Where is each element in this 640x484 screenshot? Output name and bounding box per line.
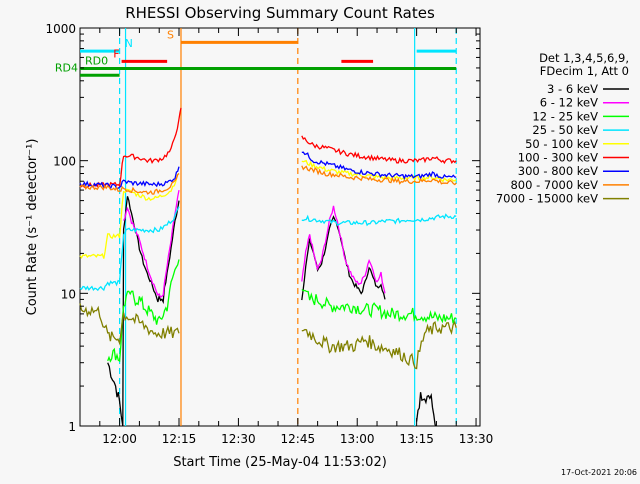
series-line xyxy=(301,215,386,301)
series-line xyxy=(79,107,182,189)
legend-entry-label: 12 - 25 keV xyxy=(532,109,598,123)
series-line xyxy=(79,172,180,260)
x-tick-label: 13:30 xyxy=(459,432,494,446)
y-tick-label: 1 xyxy=(68,420,76,434)
series-layer xyxy=(79,107,457,427)
series-line xyxy=(301,205,386,294)
legend-entry-label: 50 - 100 keV xyxy=(525,137,598,151)
series-line xyxy=(301,213,457,227)
flag-label: S xyxy=(167,28,174,41)
x-tick-label: 12:15 xyxy=(162,432,197,446)
y-axis-label: Count Rate (s⁻¹ detector⁻¹) xyxy=(25,139,40,316)
series-line xyxy=(301,320,457,370)
series-line xyxy=(79,206,180,292)
x-axis-label: Start Time (25-May-04 11:53:02) xyxy=(173,455,387,470)
series-line xyxy=(107,259,180,363)
legend-header: Det 1,3,4,5,6,9, xyxy=(539,51,629,65)
legend: Det 1,3,4,5,6,9,FDecim 1, Att 0 3 - 6 keV… xyxy=(496,51,629,206)
series-line xyxy=(415,392,437,427)
series-line xyxy=(79,173,180,195)
footer-date: 17-Oct-2021 20:06 xyxy=(561,468,637,477)
flag-bars: NF S RD0 RD4 xyxy=(55,28,457,77)
legend-entry-label: 300 - 800 keV xyxy=(518,164,598,178)
legend-entry-label: 100 - 300 keV xyxy=(518,151,598,165)
legend-header: FDecim 1, Att 0 xyxy=(540,64,629,78)
x-axis-ticks: 12:00 12:15 12:30 12:45 13:00 13:15 13:30 xyxy=(79,28,494,446)
flag-label: RD4 xyxy=(55,61,78,74)
flag-label: N xyxy=(125,37,133,50)
chart-title: RHESSI Observing Summary Count Rates xyxy=(125,4,435,22)
y-axis-ticks: 1 10 100 1000 xyxy=(45,22,480,434)
legend-entry-label: 25 - 50 keV xyxy=(532,123,598,137)
series-line xyxy=(301,165,457,186)
series-line xyxy=(123,189,180,298)
series-line xyxy=(301,288,457,324)
plot-frame xyxy=(79,27,481,427)
flag-label: F xyxy=(113,47,119,60)
x-tick-label: 12:45 xyxy=(281,432,316,446)
series-line xyxy=(301,151,457,181)
flag-label: RD0 xyxy=(85,55,108,68)
legend-entry-label: 800 - 7000 keV xyxy=(510,178,598,192)
legend-entry-label: 7000 - 15000 keV xyxy=(496,192,598,206)
y-tick-label: 10 xyxy=(61,287,76,301)
y-tick-label: 100 xyxy=(53,155,76,169)
legend-entry-label: 6 - 12 keV xyxy=(540,96,598,110)
y-tick-label: 1000 xyxy=(45,22,76,36)
x-tick-label: 13:00 xyxy=(340,432,375,446)
series-line xyxy=(107,196,180,427)
series-line xyxy=(301,135,457,165)
legend-entry-label: 3 - 6 keV xyxy=(547,82,598,96)
x-tick-label: 13:15 xyxy=(399,432,434,446)
x-tick-label: 12:30 xyxy=(221,432,256,446)
series-line xyxy=(79,303,180,346)
series-line xyxy=(79,166,180,190)
x-tick-label: 12:00 xyxy=(102,432,137,446)
vertical-markers xyxy=(119,28,457,426)
